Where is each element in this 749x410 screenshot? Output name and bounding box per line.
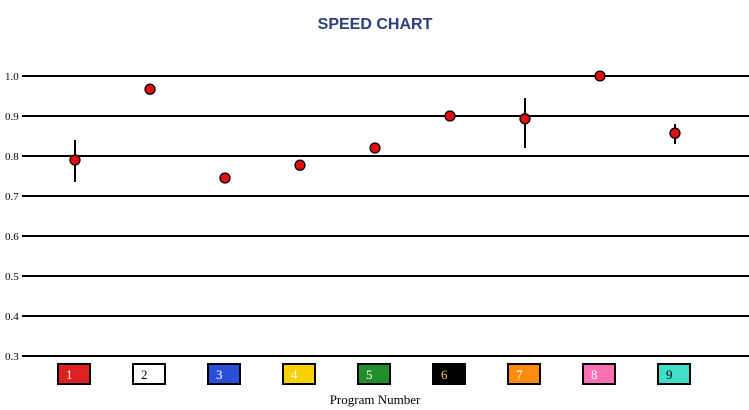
program-swatch-8: 8 [582,363,616,385]
program-swatch-3: 3 [207,363,241,385]
y-tick-label: 1.0 [5,71,19,83]
data-point [444,110,456,122]
data-point [369,142,381,154]
swatch-box [432,363,466,385]
y-tick-label: 0.5 [5,271,19,283]
y-tick-labels: 1.0 0.9 0.8 0.7 0.6 0.5 0.4 0.3 [5,71,19,363]
swatch-label: 7 [516,367,523,382]
swatch-box [282,363,316,385]
swatch-box [507,363,541,385]
program-swatch-7: 7 [507,363,541,385]
data-point [294,159,306,171]
swatch-label: 3 [216,367,223,382]
chart-title: SPEED CHART [318,16,433,33]
y-tick-label: 0.6 [5,231,19,243]
swatch-box [207,363,241,385]
data-point [219,172,231,184]
error-bars [74,98,676,182]
program-swatch-1: 1 [57,363,91,385]
swatch-label: 9 [666,367,673,382]
y-tick-label: 0.8 [5,151,19,163]
swatch-label: 4 [291,367,298,382]
y-tick-label: 0.3 [5,351,19,363]
gridlines [22,75,749,357]
program-swatch-9: 9 [657,363,691,385]
data-point [594,70,606,82]
swatch-box [657,363,691,385]
swatch-label: 8 [591,367,598,382]
swatch-box [57,363,91,385]
swatch-label: 1 [66,367,73,382]
swatch-label: 6 [441,367,448,382]
program-swatch-4: 4 [282,363,316,385]
program-swatches: 1 2 3 4 5 6 7 8 9 [57,363,691,385]
swatch-box [357,363,391,385]
program-swatch-2: 2 [132,363,166,385]
program-swatch-5: 5 [357,363,391,385]
x-axis-label: Program Number [330,392,421,407]
data-point [69,154,81,166]
program-swatch-6: 6 [432,363,466,385]
y-tick-label: 0.4 [5,311,19,323]
swatch-box [582,363,616,385]
swatch-label: 2 [141,367,148,382]
swatch-label: 5 [366,367,373,382]
data-point [519,113,531,125]
y-tick-label: 0.7 [5,191,19,203]
swatch-box [132,363,166,385]
data-point [669,127,681,139]
y-tick-label: 0.9 [5,111,19,123]
data-points [69,70,681,184]
data-point [144,83,156,95]
